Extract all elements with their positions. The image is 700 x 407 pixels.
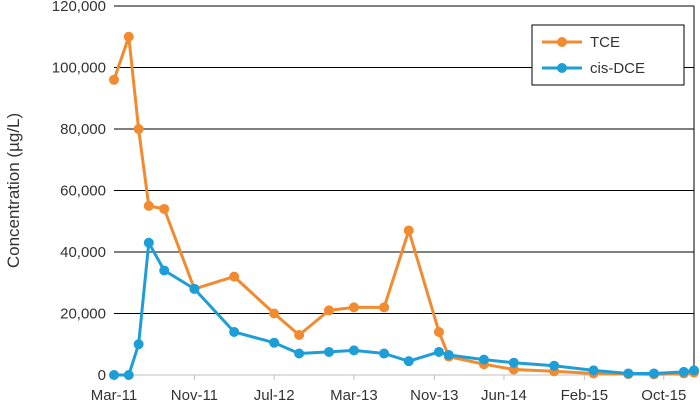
data-point — [403, 225, 414, 236]
data-point — [478, 354, 489, 365]
data-point — [433, 346, 444, 357]
data-point — [269, 337, 280, 348]
legend-label: cis-DCE — [590, 60, 645, 77]
data-point — [123, 370, 134, 380]
data-point — [189, 283, 200, 294]
y-axis-ticks: 0 20,000 40,000 60,000 80,000 100,000 120,000 — [52, 0, 106, 384]
data-point — [229, 271, 240, 282]
series-cis-dce — [109, 237, 699, 380]
data-point — [229, 326, 240, 337]
data-point — [133, 124, 144, 134]
data-point — [323, 305, 334, 316]
y-tick-label: 40,000 — [60, 244, 106, 261]
data-point — [689, 365, 699, 376]
legend-item: cis-DCE — [542, 60, 645, 77]
data-point — [403, 356, 414, 367]
legend: TCE cis-DCE — [531, 24, 685, 86]
x-tick-label: Nov-13 — [410, 387, 458, 404]
series-line — [112, 35, 695, 376]
legend-box — [531, 24, 685, 86]
x-tick-label: Feb-15 — [561, 387, 609, 404]
data-point — [123, 31, 134, 42]
legend-swatch-marker — [557, 63, 567, 73]
x-tick-label: Nov-11 — [171, 387, 218, 404]
data-point — [143, 237, 154, 248]
data-point — [109, 74, 119, 85]
data-point — [443, 350, 454, 361]
series-group — [109, 31, 699, 380]
data-point — [159, 265, 170, 276]
series-line — [114, 241, 695, 377]
legend-swatch-marker — [557, 37, 567, 47]
data-point — [433, 326, 444, 337]
y-tick-label: 120,000 — [52, 0, 106, 15]
data-point — [143, 200, 154, 211]
data-point — [323, 346, 334, 357]
data-point — [348, 345, 359, 356]
data-point — [159, 203, 170, 214]
y-axis-label: Concentration (µg/L) — [4, 113, 23, 268]
data-point — [294, 348, 305, 359]
data-point — [109, 370, 119, 380]
y-tick-label: 0 — [98, 367, 106, 384]
x-tick-label: Jul-12 — [254, 387, 295, 404]
legend-label: TCE — [590, 34, 620, 51]
data-point — [133, 339, 144, 350]
x-tick-label: Jun-14 — [481, 387, 527, 404]
data-point — [588, 365, 599, 376]
legend-item: TCE — [542, 34, 620, 51]
data-point — [379, 302, 390, 313]
data-point — [623, 368, 634, 379]
x-tick-label: Mar-11 — [91, 387, 137, 404]
x-tick-label: Oct-15 — [641, 387, 686, 404]
x-tick-label: Mar-13 — [330, 387, 378, 404]
data-point — [269, 308, 280, 319]
y-tick-label: 20,000 — [60, 306, 106, 323]
y-tick-label: 60,000 — [60, 183, 106, 200]
data-point — [379, 348, 390, 359]
x-axis-ticks: Mar-11 Nov-11 Jul-12 Mar-13 Nov-13 Jun-14 Feb-… — [91, 375, 686, 404]
y-tick-label: 100,000 — [52, 60, 106, 77]
data-point — [508, 357, 519, 368]
data-point — [678, 366, 689, 377]
data-point — [648, 368, 659, 379]
gridlines — [114, 5, 695, 376]
data-point — [549, 360, 560, 371]
data-point — [294, 330, 305, 341]
y-tick-label: 80,000 — [60, 121, 106, 138]
data-point — [348, 302, 359, 313]
